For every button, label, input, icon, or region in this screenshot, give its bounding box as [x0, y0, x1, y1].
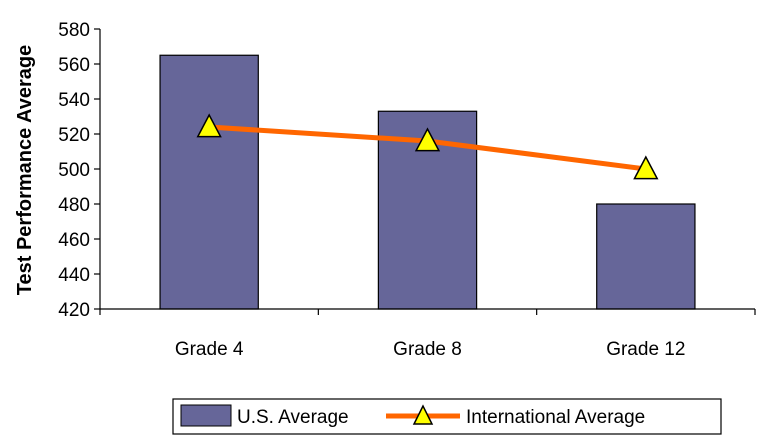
- legend-swatch-us-average: [180, 404, 232, 427]
- y-tick-label: 420: [58, 300, 90, 321]
- y-tick-label: 560: [58, 55, 90, 76]
- legend-frame: [172, 398, 722, 435]
- bar-us-average: [159, 54, 259, 310]
- line-series: [196, 113, 659, 180]
- x-ticks: Grade 4 Grade 8 Grade 12: [175, 339, 686, 360]
- y-axis-label: Test Performance Average: [14, 45, 36, 295]
- axes: [99, 29, 756, 315]
- y-tick-label: 540: [58, 90, 90, 111]
- x-tick-label: Grade 4: [175, 339, 244, 360]
- marker-international-average: [414, 127, 441, 152]
- y-tick-label: 480: [58, 195, 90, 216]
- y-tick-label: 440: [58, 265, 90, 286]
- y-tick-label: 500: [58, 160, 90, 181]
- bars: [159, 54, 696, 310]
- marker-international-average: [196, 113, 222, 138]
- y-tick-label: 520: [58, 125, 90, 146]
- legend-label-international-average: International Average: [466, 407, 645, 428]
- bar-us-average: [596, 203, 696, 310]
- x-tick-label: Grade 8: [393, 339, 462, 360]
- legend-swatch-international-marker: [412, 404, 434, 425]
- y-tick-label: 460: [58, 230, 90, 251]
- x-tick-label: Grade 12: [606, 339, 685, 360]
- marker-international-average: [633, 155, 659, 180]
- legend: U.S. Average International Average: [172, 398, 722, 435]
- y-ticks: 420 440 460 480 500 520 540 560 580: [58, 20, 100, 321]
- y-tick-label: 580: [58, 20, 90, 41]
- legend-label-us-average: U.S. Average: [237, 407, 349, 428]
